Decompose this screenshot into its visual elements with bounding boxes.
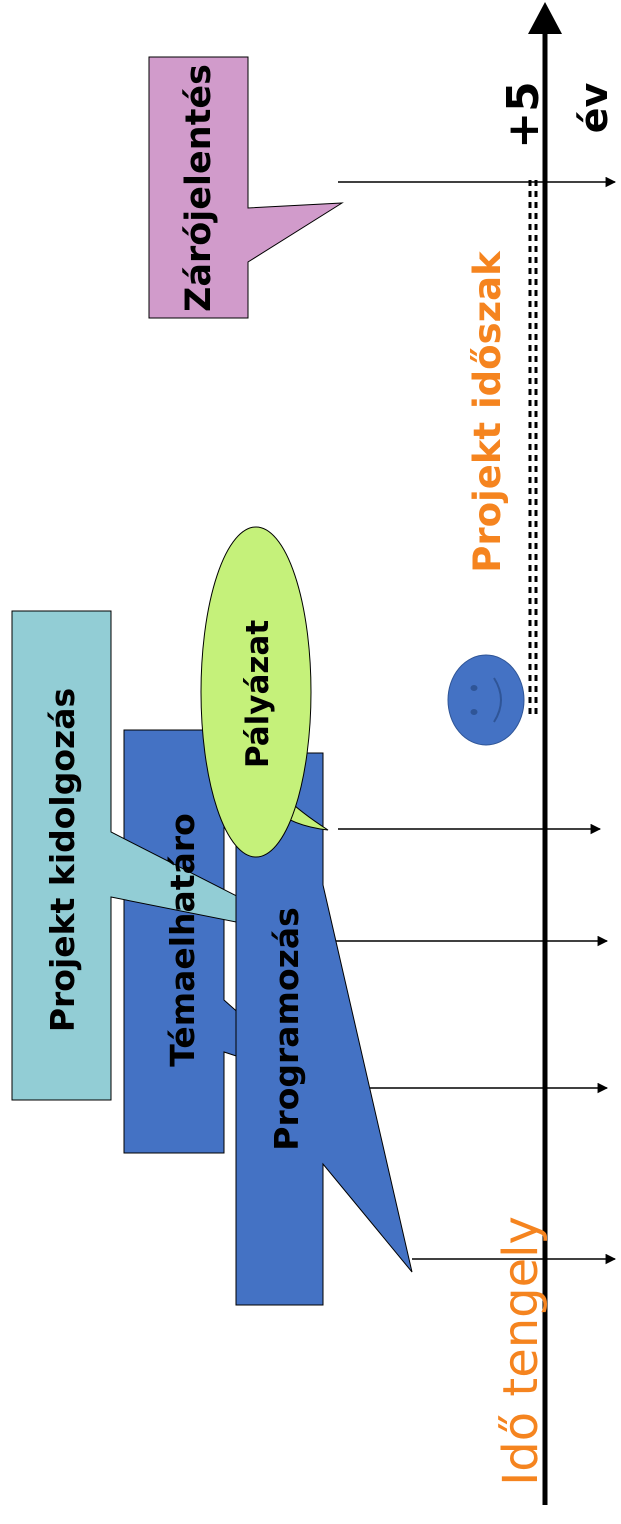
axis-end-label: +5 (498, 81, 549, 148)
axis-unit-label: év (572, 83, 616, 134)
time-axis-label: Idő tengely (493, 1216, 549, 1486)
callout-label-projekt-kidolgozas: Projekt kidolgozás (43, 688, 82, 1032)
callout-label-programozas: Programozás (267, 907, 306, 1150)
project-period-band (528, 180, 538, 715)
callout-label-temaelhatarolas: Témaelhatáro (163, 813, 202, 1067)
callout-palyazat (200, 526, 312, 858)
smiley-face-icon (447, 654, 525, 746)
callout-projekt-kidolgozas (11, 610, 322, 1101)
project-period-label: Projekt időszak (466, 250, 509, 573)
callout-label-zarojelentes: Zárójelentés (179, 64, 219, 312)
callout-label-palyazat: Pályázat (240, 620, 276, 769)
time-axis-arrowhead (528, 2, 562, 34)
callout-zarojelentes (148, 56, 344, 319)
callout-programozas (235, 752, 413, 1306)
